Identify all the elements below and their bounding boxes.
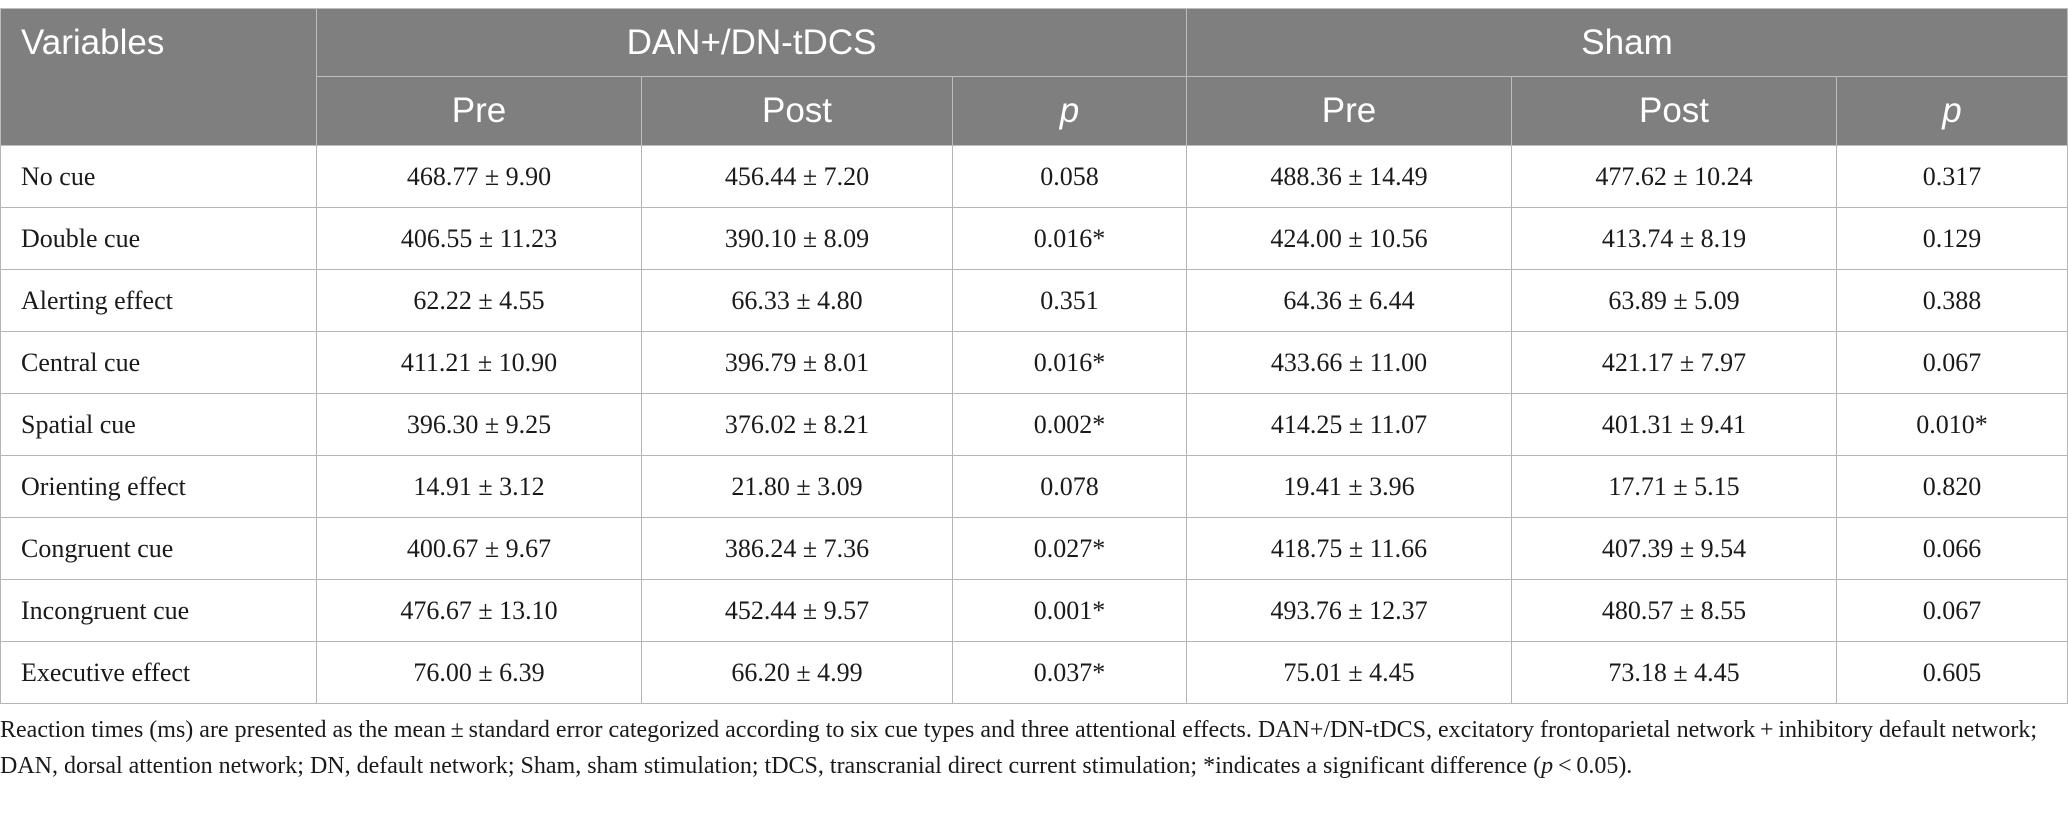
- table-row: Congruent cue 400.67 ± 9.67 386.24 ± 7.3…: [0, 517, 2068, 580]
- table-footnote: Reaction times (ms) are presented as the…: [0, 712, 2040, 784]
- row-label: No cue: [0, 145, 317, 208]
- table-cell: 376.02 ± 8.21: [641, 393, 953, 456]
- table-row: Central cue 411.21 ± 10.90 396.79 ± 8.01…: [0, 331, 2068, 394]
- table-cell: 21.80 ± 3.09: [641, 455, 953, 518]
- subheader-tdcs-pre: Pre: [316, 76, 642, 146]
- results-table: Variables DAN+/DN-tDCS Sham Pre Post p P…: [0, 8, 2068, 704]
- table-row: Double cue 406.55 ± 11.23 390.10 ± 8.09 …: [0, 207, 2068, 270]
- table-cell: 76.00 ± 6.39: [316, 641, 642, 704]
- sub-header-row: Pre Post p Pre Post p: [1, 76, 2068, 146]
- variables-header: Variables: [0, 8, 317, 146]
- table-cell: 0.067: [1836, 579, 2068, 642]
- row-label: Incongruent cue: [0, 579, 317, 642]
- table-cell: 0.605: [1836, 641, 2068, 704]
- footnote-text: Reaction times (ms) are presented as the…: [0, 717, 2037, 779]
- table-cell: 411.21 ± 10.90: [316, 331, 642, 394]
- table-cell: 17.71 ± 5.15: [1511, 455, 1838, 518]
- table-cell: 400.67 ± 9.67: [316, 517, 642, 580]
- table-cell: 0.129: [1836, 207, 2068, 270]
- group-header-sham: Sham: [1186, 8, 2068, 77]
- table-row: Spatial cue 396.30 ± 9.25 376.02 ± 8.21 …: [0, 393, 2068, 456]
- row-label: Double cue: [0, 207, 317, 270]
- table-body: No cue 468.77 ± 9.90 456.44 ± 7.20 0.058…: [0, 145, 2068, 704]
- group-header-tdcs: DAN+/DN-tDCS: [315, 8, 1188, 77]
- subheader-sham-post: Post: [1511, 76, 1838, 146]
- group-header-row: Variables DAN+/DN-tDCS Sham: [0, 8, 2068, 146]
- table-cell: 0.820: [1836, 455, 2068, 518]
- table-cell: 62.22 ± 4.55: [316, 269, 642, 332]
- table-row: No cue 468.77 ± 9.90 456.44 ± 7.20 0.058…: [0, 145, 2068, 208]
- row-label: Alerting effect: [0, 269, 317, 332]
- table-cell: 0.037*: [951, 641, 1188, 704]
- table-row: Alerting effect 62.22 ± 4.55 66.33 ± 4.8…: [0, 269, 2068, 332]
- row-label: Congruent cue: [0, 517, 317, 580]
- table-cell: 456.44 ± 7.20: [641, 145, 953, 208]
- table-header: Variables DAN+/DN-tDCS Sham Pre Post p P…: [0, 8, 2068, 146]
- table-cell: 0.058: [951, 145, 1188, 208]
- table-container: Variables DAN+/DN-tDCS Sham Pre Post p P…: [0, 8, 2068, 704]
- table-cell: 0.067: [1836, 331, 2068, 394]
- table-cell: 396.79 ± 8.01: [641, 331, 953, 394]
- table-cell: 0.388: [1836, 269, 2068, 332]
- table-row: Orienting effect 14.91 ± 3.12 21.80 ± 3.…: [0, 455, 2068, 518]
- table-cell: 14.91 ± 3.12: [316, 455, 642, 518]
- table-cell: 477.62 ± 10.24: [1511, 145, 1838, 208]
- table-cell: 424.00 ± 10.56: [1186, 207, 1513, 270]
- table-cell: 401.31 ± 9.41: [1511, 393, 1838, 456]
- table-cell: 19.41 ± 3.96: [1186, 455, 1513, 518]
- table-cell: 413.74 ± 8.19: [1511, 207, 1838, 270]
- row-label: Spatial cue: [0, 393, 317, 456]
- row-label: Orienting effect: [0, 455, 317, 518]
- table-cell: 0.027*: [951, 517, 1188, 580]
- row-label: Executive effect: [0, 641, 317, 704]
- subheader-sham-p: p: [1836, 76, 2068, 146]
- row-label: Central cue: [0, 331, 317, 394]
- table-cell: 488.36 ± 14.49: [1186, 145, 1513, 208]
- table-cell: 390.10 ± 8.09: [641, 207, 953, 270]
- table-cell: 75.01 ± 4.45: [1186, 641, 1513, 704]
- table-cell: 0.016*: [951, 331, 1188, 394]
- table-cell: 452.44 ± 9.57: [641, 579, 953, 642]
- table-cell: 480.57 ± 8.55: [1511, 579, 1838, 642]
- table-cell: 414.25 ± 11.07: [1186, 393, 1513, 456]
- subheader-tdcs-p: p: [951, 76, 1188, 146]
- table-cell: 476.67 ± 13.10: [316, 579, 642, 642]
- table-cell: 0.078: [951, 455, 1188, 518]
- table-cell: 0.010*: [1836, 393, 2068, 456]
- table-cell: 0.002*: [951, 393, 1188, 456]
- table-cell: 493.76 ± 12.37: [1186, 579, 1513, 642]
- table-cell: 0.066: [1836, 517, 2068, 580]
- table-cell: 386.24 ± 7.36: [641, 517, 953, 580]
- table-cell: 0.317: [1836, 145, 2068, 208]
- table-cell: 73.18 ± 4.45: [1511, 641, 1838, 704]
- table-row: Executive effect 76.00 ± 6.39 66.20 ± 4.…: [0, 641, 2068, 704]
- table-cell: 0.016*: [951, 207, 1188, 270]
- table-row: Incongruent cue 476.67 ± 13.10 452.44 ± …: [0, 579, 2068, 642]
- table-cell: 406.55 ± 11.23: [316, 207, 642, 270]
- table-cell: 418.75 ± 11.66: [1186, 517, 1513, 580]
- table-cell: 63.89 ± 5.09: [1511, 269, 1838, 332]
- footnote-p-symbol: p: [1541, 753, 1554, 779]
- footnote-text-end: < 0.05).: [1553, 753, 1633, 779]
- table-cell: 64.36 ± 6.44: [1186, 269, 1513, 332]
- table-cell: 433.66 ± 11.00: [1186, 331, 1513, 394]
- table-cell: 0.351: [951, 269, 1188, 332]
- subheader-sham-pre: Pre: [1186, 76, 1513, 146]
- subheader-tdcs-post: Post: [641, 76, 953, 146]
- table-cell: 66.20 ± 4.99: [641, 641, 953, 704]
- table-cell: 468.77 ± 9.90: [316, 145, 642, 208]
- table-cell: 407.39 ± 9.54: [1511, 517, 1838, 580]
- table-cell: 0.001*: [951, 579, 1188, 642]
- table-cell: 421.17 ± 7.97: [1511, 331, 1838, 394]
- table-cell: 66.33 ± 4.80: [641, 269, 953, 332]
- table-cell: 396.30 ± 9.25: [316, 393, 642, 456]
